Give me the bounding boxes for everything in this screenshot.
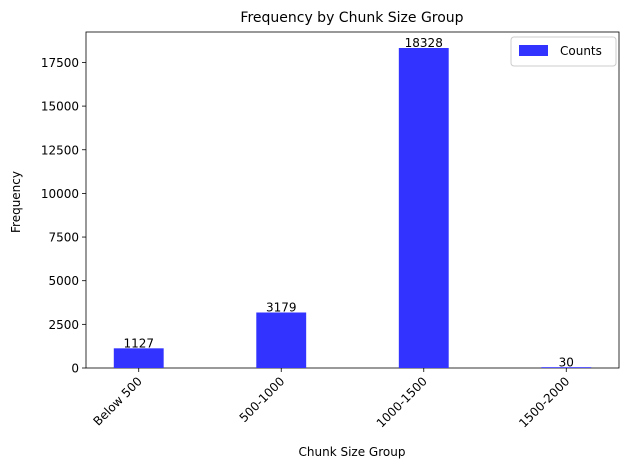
x-tick-label: 1500-2000 xyxy=(516,374,572,430)
y-tick-label: 17500 xyxy=(41,56,79,70)
bar-1500-2000 xyxy=(541,367,592,368)
y-axis-label: Frequency xyxy=(9,171,23,233)
data-label-below-500: 1127 xyxy=(123,336,154,350)
y-tick-label: 0 xyxy=(71,362,79,376)
y-tick-label: 10000 xyxy=(41,187,79,201)
data-label-1500-2000: 30 xyxy=(559,355,574,369)
chart-axes xyxy=(85,31,620,369)
bar-500-1000 xyxy=(256,312,307,368)
x-tick-label: 500-1000 xyxy=(237,374,288,425)
plot-frame xyxy=(85,31,620,369)
data-label-1000-1500: 18328 xyxy=(405,36,443,50)
chart-data-labels: 1127 3179 18328 30 xyxy=(123,36,573,369)
y-tick-label: 15000 xyxy=(41,100,79,114)
chart-title: Frequency by Chunk Size Group xyxy=(240,10,463,26)
data-label-500-1000: 3179 xyxy=(266,300,297,314)
x-tick-label: 1000-1500 xyxy=(374,374,430,430)
bar-below-500 xyxy=(113,348,164,368)
legend-frame xyxy=(510,36,617,67)
x-axis-ticks: Below 500 500-1000 1000-1500 1500-2000 xyxy=(91,368,572,430)
bar-1000-1500 xyxy=(398,47,449,369)
y-tick-label: 12500 xyxy=(41,143,79,157)
y-tick-label: 2500 xyxy=(48,318,79,332)
chart-legend: Counts xyxy=(510,36,617,67)
y-tick-label: 7500 xyxy=(48,231,79,245)
x-tick-label: Below 500 xyxy=(91,374,145,428)
legend-swatch-counts xyxy=(519,45,548,56)
y-tick-label: 5000 xyxy=(48,274,79,288)
chart-bars xyxy=(113,47,592,369)
legend-label-counts: Counts xyxy=(560,44,602,58)
x-axis-label: Chunk Size Group xyxy=(299,445,406,459)
y-axis-ticks: 0 2500 5000 7500 10000 12500 15000 17500 xyxy=(41,56,86,376)
